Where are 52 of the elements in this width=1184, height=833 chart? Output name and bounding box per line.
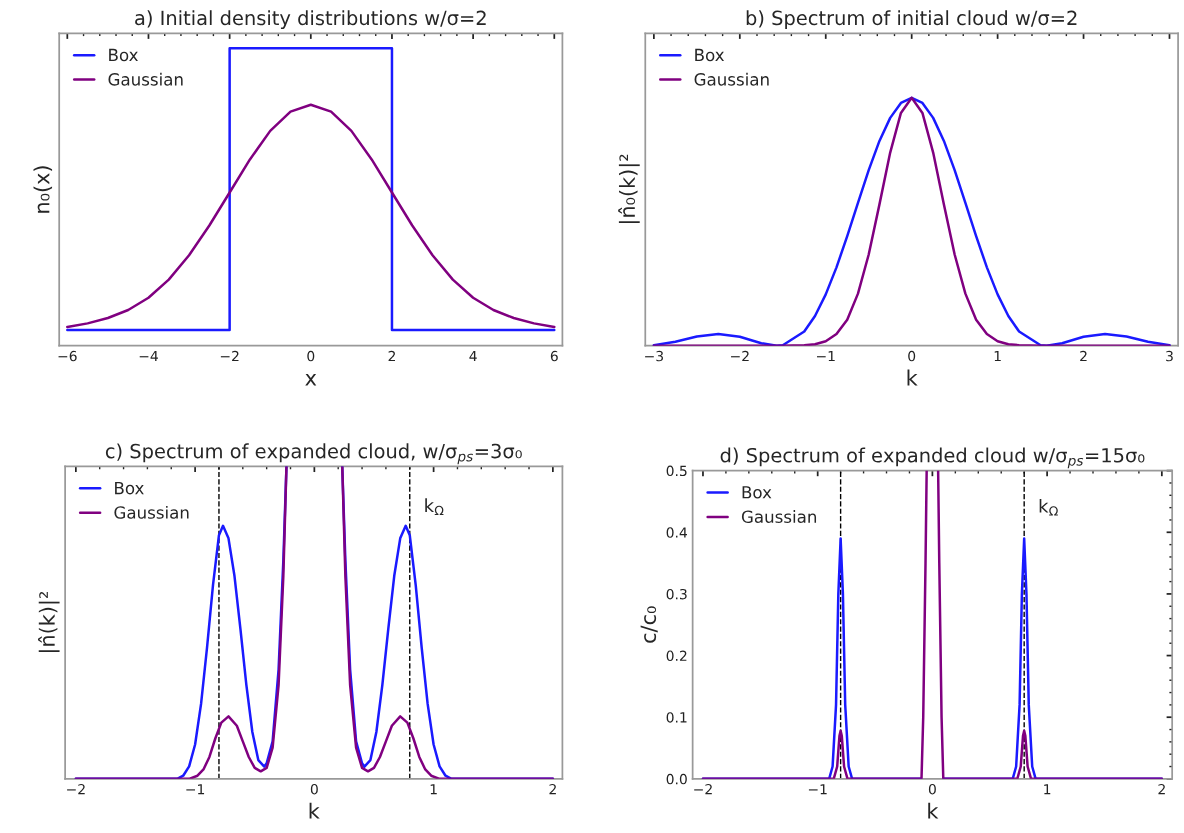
x-axis-title: k xyxy=(928,802,939,819)
x-tick-label: 0 xyxy=(310,783,318,795)
x-tick-label: 2 xyxy=(1080,350,1087,362)
x-tick-label: −1 xyxy=(808,784,827,795)
x-tick-label: −3 xyxy=(645,350,663,362)
x-tick-label: 3 xyxy=(1166,350,1173,362)
legend-label: Box xyxy=(742,486,772,499)
x-tick-label: −1 xyxy=(816,350,835,362)
y-axis-title: |n̂₀(k)|² xyxy=(618,154,640,223)
x-tick-label: 6 xyxy=(550,350,558,362)
x-tick-label: −2 xyxy=(220,350,239,362)
chart-title: c) Spectrum of expanded cloud, w/σ$_{ps}$=3σ₀ xyxy=(105,443,522,465)
annotation: k$_{Ω}$ xyxy=(425,498,444,516)
x-tick-label: −2 xyxy=(694,783,712,795)
x-tick-label: 0 xyxy=(928,783,936,795)
legend-label: Box xyxy=(115,481,144,495)
x-tick-label: 1 xyxy=(1044,784,1051,795)
x-tick-label: 2 xyxy=(388,350,395,362)
y-axis-title: n₀(x) xyxy=(33,166,53,213)
x-tick-label: −2 xyxy=(731,350,749,362)
x-axis-title: k xyxy=(309,802,320,819)
y-tick-label: 0.5 xyxy=(666,465,687,477)
chart-title: b) Spectrum of initial cloud w/σ=2 xyxy=(746,10,1077,30)
legend-label: Gaussian xyxy=(694,72,769,86)
y-axis-title: |n̂(k)|² xyxy=(37,592,60,652)
chart-title: d) Spectrum of expanded cloud w/σ$_{ps}$=15σ₀ xyxy=(720,447,1145,469)
x-tick-label: 4 xyxy=(469,350,477,362)
y-tick-label: 0.0 xyxy=(666,773,687,785)
chart-title: a) Initial density distributions w/σ=2 xyxy=(135,10,486,30)
legend-label: Gaussian xyxy=(741,510,817,524)
legend-label: Box xyxy=(109,48,138,62)
x-tick-label: −4 xyxy=(139,350,158,362)
x-tick-label: −1 xyxy=(186,784,205,795)
y-tick-label: 0.2 xyxy=(666,650,687,662)
x-tick-label: 1 xyxy=(994,350,1001,362)
x-tick-label: 0 xyxy=(908,350,916,362)
x-tick-label: 2 xyxy=(1158,783,1165,795)
x-axis-title: k xyxy=(907,369,918,386)
legend-label: Box xyxy=(695,48,725,62)
x-axis-title: x xyxy=(305,373,317,386)
x-tick-label: 2 xyxy=(549,783,556,795)
y-tick-label: 0.1 xyxy=(666,712,687,723)
x-tick-label: −2 xyxy=(67,783,85,795)
x-tick-label: −6 xyxy=(58,350,77,362)
legend-label: Gaussian xyxy=(108,72,183,86)
x-tick-label: 1 xyxy=(430,784,437,795)
y-axis-title: c/c₀ xyxy=(640,606,658,643)
legend-label: Gaussian xyxy=(114,505,189,519)
x-tick-label: 0 xyxy=(307,350,315,362)
annotation: k$_{Ω}$ xyxy=(1039,498,1058,516)
y-tick-label: 0.3 xyxy=(666,588,687,600)
y-tick-label: 0.4 xyxy=(666,527,687,538)
